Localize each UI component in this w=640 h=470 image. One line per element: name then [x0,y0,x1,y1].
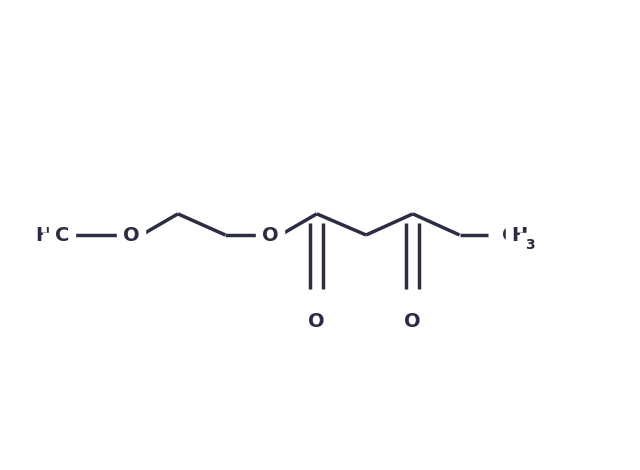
Text: 3: 3 [525,238,535,252]
Text: O: O [262,226,278,244]
Text: O: O [308,313,325,331]
Text: C: C [55,226,69,244]
Text: O: O [123,226,140,244]
Text: O: O [404,313,421,331]
Text: C: C [502,226,516,244]
Text: H: H [511,226,528,244]
Text: 3: 3 [48,238,58,252]
Text: H: H [35,226,51,244]
